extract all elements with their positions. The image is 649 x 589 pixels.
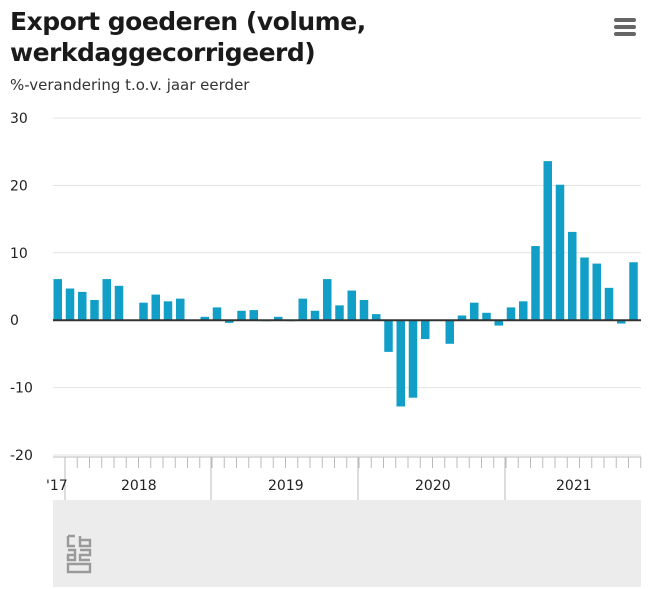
- bar[interactable]: [470, 302, 479, 321]
- x-year-label: 2018: [121, 478, 157, 494]
- y-axis-labels: 30 20 10 0 -10 -20: [10, 111, 33, 464]
- bar[interactable]: [580, 257, 589, 321]
- navigator-panel[interactable]: [53, 500, 641, 587]
- bar[interactable]: [494, 320, 504, 326]
- bar[interactable]: [53, 279, 63, 321]
- bar[interactable]: [176, 298, 185, 321]
- chart-title-line2: werkdaggecorrigeerd): [10, 38, 316, 67]
- y-tick-label: -20: [10, 448, 33, 464]
- bar[interactable]: [384, 320, 393, 352]
- bar[interactable]: [519, 301, 528, 321]
- bar[interactable]: [151, 294, 161, 321]
- bar[interactable]: [408, 320, 418, 398]
- y-tick-label: 0: [10, 313, 19, 329]
- bar[interactable]: [237, 310, 246, 321]
- bar[interactable]: [310, 310, 320, 321]
- x-year-label: 2020: [415, 478, 451, 494]
- bar[interactable]: [372, 314, 381, 321]
- menu-bar-bottom: [614, 32, 636, 36]
- y-tick-label: 10: [10, 246, 28, 262]
- bar[interactable]: [65, 288, 75, 321]
- bar[interactable]: [359, 299, 369, 321]
- bar[interactable]: [457, 315, 467, 321]
- bars: [53, 161, 638, 407]
- bar[interactable]: [506, 307, 516, 321]
- bar[interactable]: [335, 305, 344, 321]
- chart-title: Export goederen (volume, werkdaggecorrig…: [10, 6, 570, 68]
- x-year-label: '17: [46, 478, 68, 494]
- hamburger-menu-icon[interactable]: [610, 14, 640, 40]
- bar[interactable]: [249, 310, 259, 321]
- grid-lines: [53, 117, 641, 456]
- bar[interactable]: [200, 316, 210, 321]
- x-axis-year-labels: '17 2018 2019 2020 2021: [46, 478, 592, 494]
- bar[interactable]: [604, 287, 614, 321]
- bar[interactable]: [78, 291, 87, 321]
- bar[interactable]: [323, 279, 332, 321]
- bar[interactable]: [543, 161, 553, 321]
- menu-bar-top: [614, 18, 636, 22]
- y-tick-label: 20: [10, 178, 28, 194]
- bar[interactable]: [347, 290, 357, 321]
- bar[interactable]: [163, 301, 173, 321]
- bar[interactable]: [482, 312, 491, 321]
- x-year-label: 2019: [268, 478, 304, 494]
- bar[interactable]: [90, 299, 99, 321]
- y-tick-label: 30: [10, 111, 28, 127]
- bar[interactable]: [274, 316, 283, 321]
- chart-title-line1: Export goederen (volume,: [10, 7, 366, 36]
- bar[interactable]: [629, 262, 638, 321]
- bar[interactable]: [102, 279, 112, 321]
- chart-subtitle: %-verandering t.o.v. jaar eerder: [10, 76, 250, 94]
- cbs-logo: [66, 534, 92, 574]
- bar[interactable]: [139, 302, 148, 321]
- y-tick-label: -10: [10, 381, 33, 397]
- bar[interactable]: [225, 320, 234, 323]
- bar[interactable]: [617, 320, 626, 324]
- bar[interactable]: [421, 320, 430, 340]
- x-axis: [53, 319, 642, 500]
- x-year-label: 2021: [556, 478, 592, 494]
- bar[interactable]: [445, 320, 455, 344]
- bar[interactable]: [568, 231, 577, 321]
- bar[interactable]: [555, 184, 565, 321]
- bar[interactable]: [212, 307, 222, 321]
- bar[interactable]: [396, 320, 406, 407]
- bar[interactable]: [114, 285, 124, 321]
- bar[interactable]: [298, 298, 308, 321]
- menu-bar-middle: [614, 25, 636, 29]
- bar[interactable]: [531, 246, 540, 321]
- bar[interactable]: [592, 263, 602, 321]
